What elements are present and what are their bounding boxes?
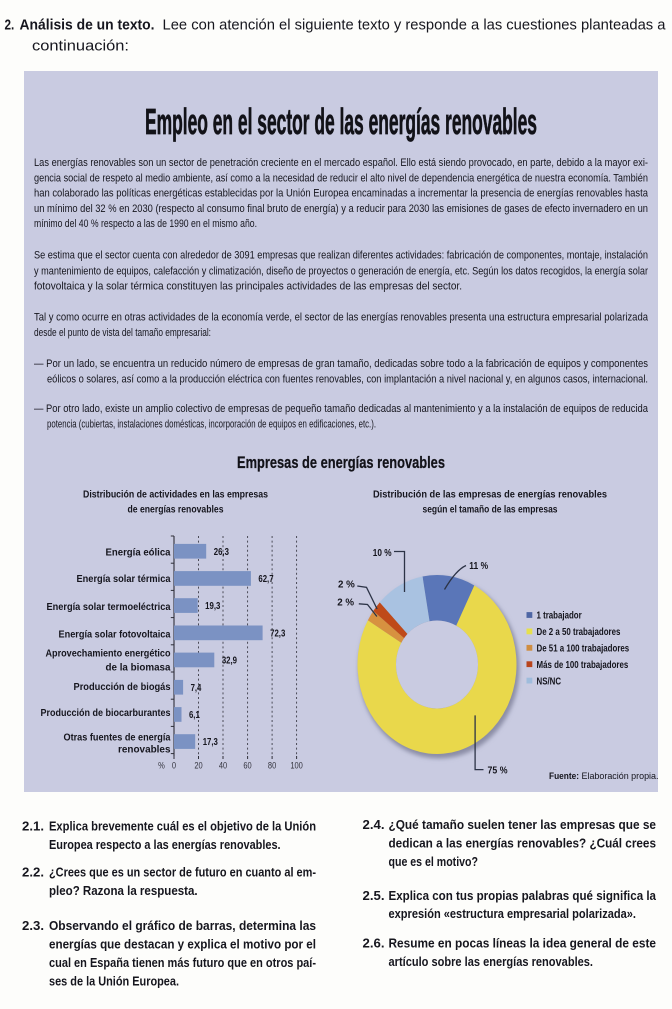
svg-text:Explica con tus propias palabr: Explica con tus propias palabras qué sig…: [389, 888, 657, 903]
svg-text:renovables: renovables: [118, 744, 171, 755]
svg-text:Producción de biogás: Producción de biogás: [74, 682, 171, 693]
svg-text:2.: 2.: [5, 16, 15, 33]
svg-text:ses de la Unión Europea.: ses de la Unión Europea.: [49, 973, 179, 988]
svg-text:32,9: 32,9: [222, 656, 238, 667]
svg-text:De 2 a 50 trabajadores: De 2 a 50 trabajadores: [537, 627, 621, 638]
svg-text:han colaborado las políticas e: han colaborado las políticas energéticas…: [34, 188, 649, 200]
svg-text:Distribución de las empresas d: Distribución de las empresas de energías…: [373, 490, 608, 501]
svg-text:Energía solar fotovoltaica: Energía solar fotovoltaica: [59, 630, 171, 641]
svg-text:¿Crees que es un sector de fut: ¿Crees que es un sector de futuro en cua…: [49, 864, 316, 879]
svg-text:fotovoltaica y la solar térmic: fotovoltaica y la solar térmica constitu…: [34, 281, 462, 293]
svg-text:17,3: 17,3: [203, 737, 219, 748]
svg-text:Observando el gráfico de barra: Observando el gráfico de barras, determi…: [49, 918, 316, 933]
svg-text:Aprovechamiento energético: Aprovechamiento energético: [46, 649, 171, 660]
svg-text:Energía solar termoeléctrica: Energía solar termoeléctrica: [47, 602, 171, 613]
svg-text:Fuente:: Fuente:: [549, 771, 579, 781]
svg-text:dedican a las energías renovab: dedican a las energías renovables? ¿Cuál…: [389, 836, 657, 851]
svg-text:Producción de biocarburantes: Producción de biocarburantes: [41, 708, 171, 719]
svg-text:62,7: 62,7: [258, 574, 274, 585]
svg-text:Lee con atención el siguiente: Lee con atención el siguiente texto y re…: [163, 16, 667, 33]
svg-text:Resume en pocas líneas la idea: Resume en pocas líneas la idea general d…: [389, 936, 657, 951]
svg-text:%: %: [158, 761, 165, 771]
svg-text:según el tamaño de las empresa: según el tamaño de las empresas: [423, 505, 558, 516]
svg-text:expresión «estructura empresar: expresión «estructura empresarial polari…: [389, 906, 637, 921]
svg-text:2.4.: 2.4.: [363, 817, 385, 832]
svg-text:Elaboración propia.: Elaboración propia.: [582, 771, 659, 781]
svg-text:desde el punto de vista del ta: desde el punto de vista del tamaño empre…: [34, 327, 211, 339]
svg-text:mínimo del 40 % respecto a las: mínimo del 40 % respecto a las de 1990 e…: [34, 218, 257, 230]
svg-text:2.1.: 2.1.: [22, 818, 44, 833]
svg-text:de energías renovables: de energías renovables: [128, 505, 224, 516]
svg-text:Energía eólica: Energía eólica: [106, 548, 171, 559]
svg-text:De 51 a 100 trabajadores: De 51 a 100 trabajadores: [537, 644, 630, 655]
svg-text:2.6.: 2.6.: [363, 936, 385, 951]
svg-text:Empleo en el sector de las ene: Empleo en el sector de las energías reno…: [145, 101, 537, 142]
svg-text:2.2.: 2.2.: [22, 864, 44, 879]
svg-text:un mínimo del 32 % en 2030 (re: un mínimo del 32 % en 2030 (respecto al …: [34, 203, 648, 215]
svg-text:¿Qué tamaño suelen tener las e: ¿Qué tamaño suelen tener las empresas qu…: [389, 817, 657, 832]
svg-text:potencia (cubiertas, instalaci: potencia (cubiertas, instalaciones domés…: [47, 418, 376, 430]
svg-text:2 %: 2 %: [338, 580, 355, 591]
svg-text:artículo sobre las energías re: artículo sobre las energías renovables.: [389, 954, 594, 969]
svg-text:10 %: 10 %: [373, 548, 392, 559]
svg-text:y mantenimiento de equipos, ca: y mantenimiento de equipos, calefacción …: [34, 265, 648, 277]
svg-text:Europea respecto a las energía: Europea respecto a las energías renovabl…: [49, 837, 281, 852]
svg-text:2.3.: 2.3.: [22, 918, 44, 933]
svg-text:Tal y como ocurre en otras act: Tal y como ocurre en otras actividades d…: [34, 312, 649, 324]
svg-text:1 trabajador: 1 trabajador: [537, 611, 582, 622]
svg-text:Otras fuentes de energía: Otras fuentes de energía: [64, 732, 171, 743]
svg-text:40: 40: [219, 761, 227, 771]
svg-text:Empresas de energías renovable: Empresas de energías renovables: [237, 453, 445, 472]
svg-text:— Por otro lado, existe un amp: — Por otro lado, existe un amplio colect…: [34, 403, 649, 415]
svg-text:72,3: 72,3: [270, 628, 286, 639]
svg-text:Análisis de un texto.: Análisis de un texto.: [20, 16, 155, 33]
svg-text:NS/NC: NS/NC: [537, 676, 562, 687]
svg-text:6,1: 6,1: [189, 710, 200, 721]
svg-text:2.5.: 2.5.: [363, 888, 385, 903]
svg-text:eólicos o solares, así como a: eólicos o solares, así como a la producc…: [47, 373, 648, 385]
svg-text:Distribución de actividades en: Distribución de actividades en las empre…: [83, 490, 268, 501]
svg-text:Se estima que el sector cuenta: Se estima que el sector cuenta con alred…: [34, 250, 648, 262]
svg-text:19,3: 19,3: [205, 601, 221, 612]
svg-text:— Por un lado, se encuentra un: — Por un lado, se encuentra un reducido …: [34, 358, 648, 370]
svg-text:energías que destacan y explic: energías que destacan y explica el motiv…: [49, 936, 316, 951]
svg-text:continuación:: continuación:: [32, 38, 129, 55]
svg-text:60: 60: [243, 761, 251, 771]
svg-text:20: 20: [194, 761, 202, 771]
svg-text:cual en España tienen más futu: cual en España tienen más futuro que en …: [49, 955, 316, 970]
svg-text:Explica brevemente cuál es el: Explica brevemente cuál es el objetivo d…: [49, 818, 316, 833]
svg-text:7,4: 7,4: [191, 683, 202, 694]
svg-text:11 %: 11 %: [469, 561, 488, 572]
svg-text:pleo? Razona la respuesta.: pleo? Razona la respuesta.: [49, 883, 198, 898]
svg-text:Energía solar térmica: Energía solar térmica: [77, 574, 171, 585]
svg-text:Las energías renovables son un: Las energías renovables son un sector de…: [34, 157, 648, 169]
svg-text:Más de 100 trabajadores: Más de 100 trabajadores: [537, 660, 629, 671]
svg-text:de la biomasa: de la biomasa: [106, 663, 171, 674]
svg-text:100: 100: [290, 761, 303, 771]
svg-text:0: 0: [172, 761, 176, 771]
svg-text:75 %: 75 %: [488, 766, 508, 777]
svg-text:26,3: 26,3: [214, 547, 230, 558]
svg-text:que es el motivo?: que es el motivo?: [389, 854, 479, 869]
svg-text:80: 80: [268, 761, 276, 771]
svg-text:gencia social de respeto al me: gencia social de respeto al medio ambien…: [34, 172, 648, 184]
svg-text:2 %: 2 %: [337, 598, 354, 609]
